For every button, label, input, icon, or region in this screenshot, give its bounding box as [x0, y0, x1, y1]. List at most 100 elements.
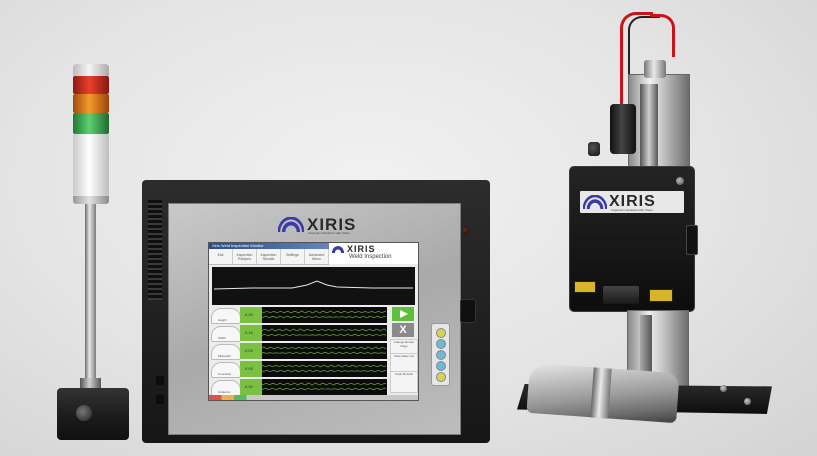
- menu-item-exit[interactable]: Exit: [209, 249, 233, 264]
- gauge-label: Mismatch: [218, 354, 231, 358]
- value-cell: 0.18: [240, 325, 262, 341]
- table-row[interactable]: Undercut 0.02: [209, 379, 387, 396]
- gauge-icon: Undercut: [211, 380, 241, 396]
- controller-vent-grill: [148, 200, 162, 300]
- trace-polyline: [261, 315, 387, 319]
- value-text: 0.25: [245, 312, 253, 317]
- sensor-cable-red: [650, 14, 675, 57]
- led-yellow-icon: [436, 328, 446, 338]
- screw-icon: [744, 398, 751, 405]
- signal-trace-line: [261, 364, 387, 373]
- table-row[interactable]: Mismatch 0.03: [209, 343, 387, 360]
- stack-light-green: [73, 113, 109, 134]
- xiris-swoosh-icon: [331, 245, 345, 253]
- stack-light-knob: [76, 405, 92, 421]
- signal-trace-line: [261, 328, 387, 337]
- trace-polyline: [261, 351, 387, 355]
- stack-light-amber: [73, 94, 109, 113]
- stack-light-cap: [73, 64, 109, 76]
- trace-polyline: [261, 310, 387, 314]
- clear-results-button[interactable]: Clear Results: [390, 371, 418, 393]
- signal-trace-line: [261, 346, 387, 355]
- controller-power-button[interactable]: [460, 299, 476, 323]
- signal-trace: [261, 325, 387, 341]
- value-text: 0.02: [245, 384, 253, 389]
- table-row[interactable]: Height 0.25: [209, 307, 387, 324]
- trace-polyline: [261, 369, 387, 373]
- sensor-slide-rod: [640, 84, 658, 168]
- stack-light-tower: [73, 64, 109, 204]
- stack-light-body: [73, 134, 109, 196]
- screen-logo: XIRIS Weld Inspection: [329, 243, 418, 264]
- sensor-cable-black: [628, 16, 660, 108]
- laser-warning-label-icon: [574, 281, 596, 293]
- screen-menu-bar: Exit Inspection Recipes Inspection Resul…: [209, 249, 329, 265]
- sensor-logo-text: XIRIS: [609, 193, 656, 210]
- xiris-swoosh-icon: [583, 195, 607, 209]
- led-blue-icon: [436, 350, 446, 360]
- controller-logo-text: XIRIS: [307, 215, 357, 234]
- controller-side-latch: [156, 376, 164, 385]
- stack-light-pole: [85, 204, 96, 390]
- stack-light-red: [73, 76, 109, 94]
- gauge-label: Height: [218, 318, 227, 322]
- gauge-icon: Concavity: [211, 362, 241, 378]
- stack-light-base: [57, 388, 129, 440]
- trace-polyline: [261, 382, 387, 386]
- menu-item-results[interactable]: Inspection Results: [257, 249, 281, 264]
- sensor-logo: XIRIS Inspection Solutions with Vision: [580, 191, 684, 213]
- trace-polyline: [261, 364, 387, 368]
- trace-polyline: [261, 346, 387, 350]
- screen-title-text: Xiris Weld Inspection Monitor: [212, 243, 264, 248]
- value-cell: 0.02: [240, 379, 262, 395]
- screen-title-bar: Xiris Weld Inspection Monitor: [209, 243, 418, 249]
- gauge-label: Undercut: [218, 390, 231, 394]
- signal-trace-line: [261, 310, 387, 319]
- table-row[interactable]: Concavity 0.05: [209, 361, 387, 378]
- menu-item-advanced[interactable]: Advanced Menu: [305, 249, 329, 264]
- value-text: 0.03: [245, 348, 253, 353]
- gauge-icon: Width: [211, 326, 241, 342]
- signal-trace: [261, 361, 387, 377]
- sensor-cable-red: [620, 12, 653, 110]
- sensor-adjust-knob: [686, 225, 698, 255]
- sensor-connector: [610, 104, 636, 154]
- play-icon: [400, 310, 408, 318]
- table-row[interactable]: Width 0.18: [209, 325, 387, 342]
- gauge-icon: Height: [211, 308, 241, 324]
- trace-polyline: [261, 387, 387, 391]
- stand-column-slot: [640, 315, 652, 383]
- value-cell: 0.25: [240, 307, 262, 323]
- sensor-logo-subtext: Inspection Solutions with Vision: [611, 208, 653, 212]
- controller-logo-subtext: Inspection Solutions with Vision: [308, 231, 350, 235]
- signal-trace-line: [261, 382, 387, 391]
- menu-item-recipes[interactable]: Inspection Recipes: [233, 249, 257, 264]
- screen-status-bar: [209, 395, 418, 400]
- laser-warning-label-icon: [649, 289, 673, 302]
- menu-item-settings[interactable]: Settings: [281, 249, 305, 264]
- gauge-icon: Mismatch: [211, 344, 241, 360]
- controller-logo: XIRIS Inspection Solutions with Vision: [278, 214, 374, 236]
- signal-trace: [261, 379, 387, 395]
- status-led-strip: [431, 323, 450, 386]
- screen-subtitle: Weld Inspection: [349, 254, 392, 260]
- weld-bead: [590, 367, 612, 419]
- value-cell: 0.05: [240, 361, 262, 377]
- gauge-label: Concavity: [218, 372, 232, 376]
- measurement-rows: Height 0.25 Width 0.18 Mismatch 0.03 Con…: [209, 307, 387, 396]
- led-yellow-icon: [436, 372, 446, 382]
- trace-polyline: [261, 333, 387, 337]
- sensor-slide-actuator: [628, 74, 690, 176]
- touch-screen[interactable]: Xiris Weld Inspection Monitor Exit Inspe…: [208, 242, 419, 401]
- play-button[interactable]: [392, 307, 414, 321]
- weld-profile-view: [212, 267, 415, 305]
- sensor-optical-window: [603, 286, 639, 304]
- screen-logo-text: XIRIS: [347, 244, 376, 254]
- stop-button[interactable]: X: [392, 323, 414, 337]
- trace-polyline: [261, 328, 387, 332]
- screw-icon: [676, 177, 684, 185]
- value-text: 0.05: [245, 366, 253, 371]
- value-cell: 0.03: [240, 343, 262, 359]
- sensor-connector-small: [588, 142, 600, 156]
- screw-icon: [720, 385, 727, 392]
